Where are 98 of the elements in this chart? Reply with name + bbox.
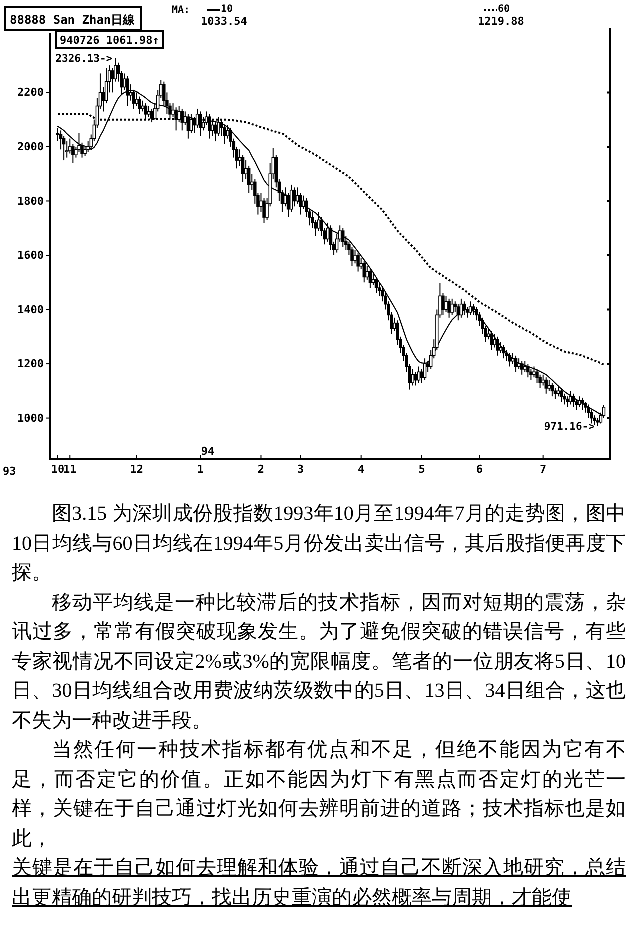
candlestick xyxy=(329,225,333,251)
candlestick xyxy=(396,320,400,346)
x-tick-label: 7 xyxy=(540,462,547,476)
candlestick xyxy=(74,146,78,158)
x-tick-label: 3 xyxy=(297,462,304,476)
candlestick xyxy=(241,154,245,183)
candlestick xyxy=(214,122,218,142)
candlestick xyxy=(544,377,548,394)
candlestick xyxy=(550,382,554,398)
x-tick-label: 5 xyxy=(418,462,426,476)
candlestick xyxy=(366,266,369,280)
candlestick xyxy=(135,92,138,107)
candlestick xyxy=(229,127,232,148)
annotation: 940726 1061.98↑ xyxy=(60,34,160,47)
text: 1033.54 xyxy=(201,15,248,28)
text: 当然任何一种技术指标都有优点和不足，但绝不能因为它有不足，而否定它的价值。正如不能因为灯下有黑点而否定灯的光芒一样，关键在于自己通过灯光如何去辨明前进的道路；技术指标也是如此， xyxy=(12,738,626,852)
text: 1219.88 xyxy=(478,15,524,28)
candlestick xyxy=(293,187,296,208)
candlestick xyxy=(466,306,470,318)
candlestick xyxy=(478,312,482,327)
candlestick xyxy=(460,298,464,318)
candlestick xyxy=(554,388,558,400)
candlestick xyxy=(368,268,372,289)
chart-title: 88888 San Zhan日線 xyxy=(10,13,136,27)
y-tick-label: 1800 xyxy=(18,194,44,208)
x-tick-label: 11 xyxy=(64,462,78,476)
candlestick xyxy=(493,334,496,348)
candlestick xyxy=(86,141,90,153)
text: 移动平均线是一种比较滞后的技术指标，因而对短期的震荡，杂讯过多，常常有假突破现象发生。为了避免假突破的错误信号，有些专家视情况不同设定2%或3%的宽限幅度。笔者的一位朋友将5日、10日、30日均线组合改用费波纳茨级数中的5日、13日、34日组合，这也不失为一种改进手段。 xyxy=(12,590,626,734)
candlestick xyxy=(196,108,200,128)
candlestick xyxy=(578,396,582,408)
x-tick-label: 2 xyxy=(258,462,265,476)
legend-label: 10 xyxy=(221,4,234,15)
y-tick-label: 1600 xyxy=(18,249,44,262)
y-tick-label: 2200 xyxy=(18,86,44,100)
candlestick xyxy=(505,350,509,362)
candlestick xyxy=(104,68,108,104)
annotation: 94 xyxy=(201,445,215,458)
candlestick xyxy=(114,58,118,82)
y-tick-label: 1200 xyxy=(18,358,44,371)
candlestick xyxy=(566,396,570,408)
text: 93 xyxy=(3,465,16,478)
candlestick xyxy=(72,144,75,164)
candlestick xyxy=(326,222,330,242)
x-tick-label: 10 xyxy=(51,462,65,476)
x-tick-label: 4 xyxy=(358,462,366,476)
candlestick xyxy=(296,187,300,204)
candlestick xyxy=(530,368,533,381)
candlestick xyxy=(430,350,433,370)
candlestick xyxy=(211,119,214,137)
candlestick xyxy=(226,124,230,140)
candlestick xyxy=(262,198,266,224)
candlestick xyxy=(502,344,506,360)
candlestick xyxy=(192,116,196,134)
candlestick xyxy=(299,192,302,216)
candlestick xyxy=(462,301,466,316)
candlestick xyxy=(454,301,457,313)
candlestick xyxy=(78,132,81,153)
x-tick-label: 12 xyxy=(130,462,144,476)
candlestick xyxy=(302,195,306,210)
candlestick xyxy=(372,274,376,286)
x-tick-label: 6 xyxy=(476,462,484,476)
candlestick xyxy=(475,306,478,322)
text: 关键是在于自己如何去理解和体验，通过自己不断深入地研究，总结出更精确的研判技巧，找出历史重演的必然概率与周期，才能使 xyxy=(12,856,626,910)
candlestick xyxy=(62,136,66,162)
candlestick xyxy=(254,179,257,204)
candlestick xyxy=(526,364,530,378)
annotation: 2326.13-> xyxy=(56,53,113,66)
candlestick xyxy=(335,233,339,254)
candlestick xyxy=(84,146,87,157)
candlestick xyxy=(560,388,564,403)
candlestick xyxy=(314,220,318,238)
candlestick xyxy=(490,330,494,351)
candlestick xyxy=(517,358,521,370)
candlestick xyxy=(320,217,324,238)
candlestick xyxy=(417,366,421,384)
candlestick xyxy=(286,192,290,218)
y-tick-label: 1400 xyxy=(18,303,44,316)
candlestick xyxy=(311,212,314,229)
candlestick xyxy=(423,358,427,381)
candlestick xyxy=(511,352,515,365)
candlestick xyxy=(380,288,384,302)
legend-title: MA: xyxy=(172,5,190,16)
candlestick xyxy=(374,276,378,294)
y-tick-label: 1000 xyxy=(18,412,44,425)
x-tick-label: 1 xyxy=(197,462,204,476)
caption: 图3.15 为深圳成份股指数1993年10月至1994年7月的走势图，图中10日均线与60日均线在1994年5月份发出卖出信号，其后股指便再度下探。 xyxy=(12,502,626,586)
candlestick xyxy=(508,352,512,368)
candlestick xyxy=(305,198,308,218)
candlestick xyxy=(536,368,539,384)
candlestick xyxy=(378,282,382,297)
candlestick xyxy=(248,165,251,194)
candlestick xyxy=(414,372,418,386)
annotation: 971.16-> xyxy=(544,420,595,433)
candlestick xyxy=(442,292,445,316)
y-tick-label: 2000 xyxy=(18,140,44,154)
candlestick xyxy=(444,296,448,313)
legend-label: 60 xyxy=(498,4,510,15)
